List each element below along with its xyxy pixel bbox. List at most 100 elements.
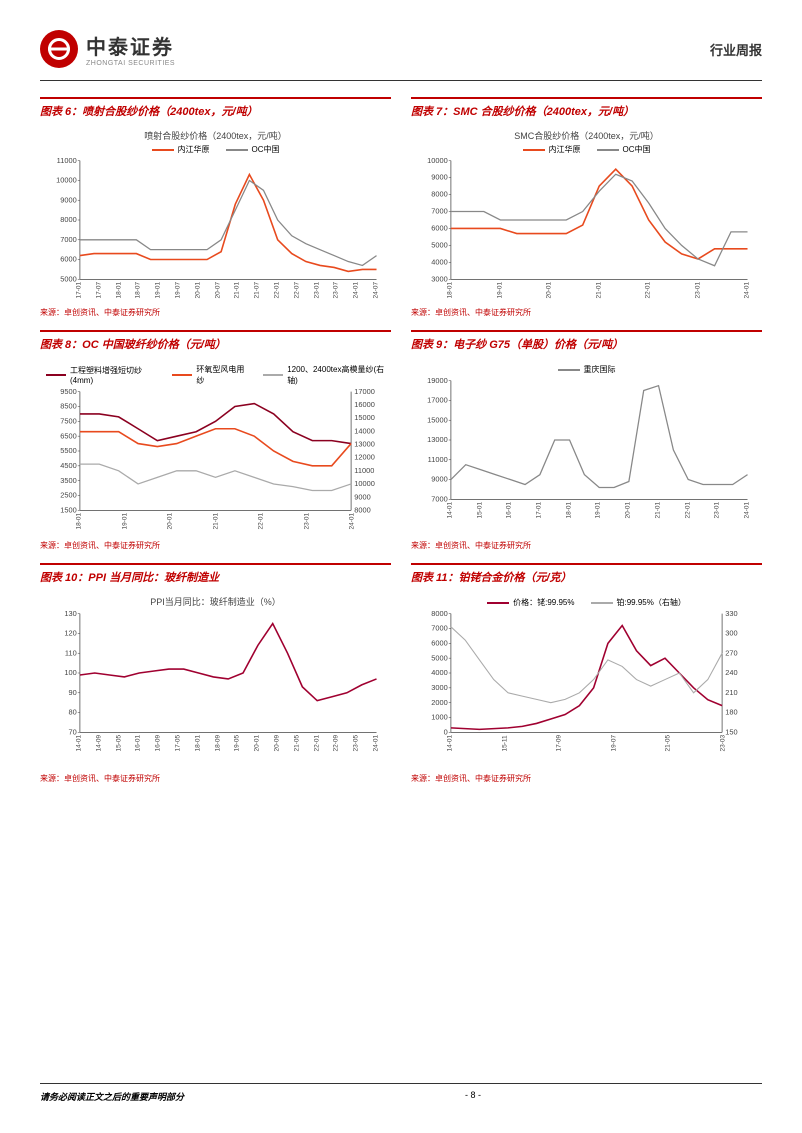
svg-text:17000: 17000 bbox=[354, 387, 375, 396]
svg-text:300: 300 bbox=[725, 629, 737, 638]
legend-label: OC中国 bbox=[623, 144, 651, 155]
x-tick-label: 16-01 bbox=[506, 509, 513, 519]
x-tick-label: 21-07 bbox=[254, 289, 261, 299]
svg-text:10000: 10000 bbox=[354, 479, 375, 488]
svg-text:12000: 12000 bbox=[354, 453, 375, 462]
legend-label: 价格：铑:99.95% bbox=[513, 597, 574, 608]
x-tick-label: 21-05 bbox=[665, 742, 672, 752]
x-tick-label: 22-01 bbox=[273, 289, 280, 299]
x-tick-label: 15-11 bbox=[501, 742, 508, 752]
svg-text:8000: 8000 bbox=[431, 190, 447, 199]
chart-title-bar: 图表 7：SMC 合股纱价格（2400tex，元/吨） bbox=[411, 97, 762, 123]
legend-line-icon bbox=[263, 374, 283, 376]
x-tick-label: 22-01 bbox=[684, 509, 691, 519]
x-axis-labels: 17-0117-0718-0118-0719-0119-0720-0120-07… bbox=[46, 290, 385, 297]
x-tick-label: 22-07 bbox=[293, 289, 300, 299]
x-tick-label: 18-01 bbox=[115, 289, 122, 299]
legend-line-icon bbox=[172, 374, 192, 376]
chart-title: 图表 7：SMC 合股纱价格（2400tex，元/吨） bbox=[411, 103, 634, 119]
x-tick-label: 17-09 bbox=[556, 742, 563, 752]
chart-svg: 708090100110120130 bbox=[46, 608, 385, 738]
x-tick-label: 20-09 bbox=[273, 742, 280, 752]
x-tick-label: 18-01 bbox=[76, 520, 83, 530]
legend-item: OC中国 bbox=[226, 144, 280, 155]
chart-title: 图表 11：铂铑合金价格（元/克） bbox=[411, 569, 572, 585]
svg-text:330: 330 bbox=[725, 609, 737, 618]
chart-title-bar: 图表 6：喷射合股纱价格（2400tex，元/吨） bbox=[40, 97, 391, 123]
x-axis-labels: 18-0119-0120-0121-0122-0123-0124-01 bbox=[46, 521, 385, 528]
svg-text:6000: 6000 bbox=[431, 224, 447, 233]
legend-line-icon bbox=[523, 149, 545, 151]
footer-disclaimer: 请务必阅读正文之后的重要声明部分 bbox=[40, 1090, 184, 1103]
svg-text:270: 270 bbox=[725, 648, 737, 657]
logo-text-en: ZHONGTAI SECURITIES bbox=[86, 60, 175, 67]
chart-box: 图表 8：OC 中国玻纤纱价格（元/吨）工程塑料增强短切纱(4mm)环氧型风电用… bbox=[40, 330, 391, 551]
svg-text:11000: 11000 bbox=[354, 466, 374, 475]
chart-title-bar: 图表 9：电子纱 G75（单股）价格（元/吨） bbox=[411, 330, 762, 356]
svg-text:11000: 11000 bbox=[428, 455, 448, 464]
svg-text:19000: 19000 bbox=[427, 376, 448, 385]
x-axis-labels: 14-0115-0116-0117-0118-0119-0120-0121-01… bbox=[417, 510, 756, 517]
x-tick-label: 20-01 bbox=[254, 742, 261, 752]
series-line bbox=[451, 627, 722, 703]
svg-text:8500: 8500 bbox=[60, 402, 76, 411]
svg-text:7000: 7000 bbox=[431, 494, 447, 503]
x-tick-label: 24-01 bbox=[353, 289, 360, 299]
legend-item: 内江华原 bbox=[152, 144, 210, 155]
x-tick-label: 19-07 bbox=[174, 289, 181, 299]
svg-text:8000: 8000 bbox=[431, 609, 447, 618]
svg-text:6000: 6000 bbox=[60, 255, 76, 264]
legend-item: 内江华原 bbox=[523, 144, 581, 155]
x-tick-label: 16-01 bbox=[135, 742, 142, 752]
x-tick-label: 18-01 bbox=[194, 742, 201, 752]
svg-text:7000: 7000 bbox=[60, 235, 76, 244]
legend-item: 1200、2400tex高模量纱(右轴) bbox=[263, 364, 385, 386]
x-tick-label: 16-09 bbox=[155, 742, 162, 752]
svg-text:5000: 5000 bbox=[431, 653, 447, 662]
x-tick-label: 21-01 bbox=[654, 509, 661, 519]
svg-text:2500: 2500 bbox=[60, 491, 76, 500]
legend-item: 重庆国际 bbox=[558, 364, 616, 375]
chart-box: 图表 6：喷射合股纱价格（2400tex，元/吨）喷射合股纱价格（2400tex… bbox=[40, 97, 391, 318]
x-tick-label: 19-05 bbox=[234, 742, 241, 752]
chart-svg: 0100020003000400050006000700080001501802… bbox=[417, 608, 756, 738]
svg-text:1000: 1000 bbox=[431, 713, 447, 722]
x-tick-label: 24-01 bbox=[349, 520, 356, 530]
x-tick-label: 19-01 bbox=[155, 289, 162, 299]
legend-label: 1200、2400tex高模量纱(右轴) bbox=[287, 364, 385, 386]
svg-text:5500: 5500 bbox=[60, 446, 76, 455]
series-line bbox=[80, 464, 351, 490]
svg-text:4000: 4000 bbox=[431, 668, 447, 677]
series-line bbox=[80, 404, 351, 444]
x-tick-label: 18-07 bbox=[135, 289, 142, 299]
chart-svg: 300040005000600070008000900010000 bbox=[417, 155, 756, 285]
x-tick-label: 14-01 bbox=[447, 509, 454, 519]
legend-item: 工程塑料增强短切纱(4mm) bbox=[46, 364, 156, 386]
chart-source: 来源：卓创资讯、中泰证券研究所 bbox=[40, 540, 391, 551]
chart-source: 来源：卓创资讯、中泰证券研究所 bbox=[40, 773, 391, 784]
x-tick-label: 17-07 bbox=[95, 289, 102, 299]
x-tick-label: 23-05 bbox=[353, 742, 360, 752]
header-divider bbox=[40, 80, 762, 81]
chart-area: SMC合股纱价格（2400tex，元/吨）内江华原OC中国30004000500… bbox=[411, 123, 762, 301]
chart-title: 图表 10：PPI 当月同比：玻纤制造业 bbox=[40, 569, 219, 585]
chart-box: 图表 9：电子纱 G75（单股）价格（元/吨）重庆国际7000900011000… bbox=[411, 330, 762, 551]
logo: 中泰证券 ZHONGTAI SECURITIES bbox=[40, 30, 175, 68]
svg-text:80: 80 bbox=[68, 708, 76, 717]
series-line bbox=[80, 429, 351, 466]
svg-text:11000: 11000 bbox=[57, 156, 77, 165]
x-tick-label: 22-09 bbox=[333, 742, 340, 752]
series-line bbox=[80, 624, 377, 701]
x-tick-label: 20-01 bbox=[625, 509, 632, 519]
series-line bbox=[80, 175, 377, 272]
series-line bbox=[451, 169, 748, 259]
svg-text:10000: 10000 bbox=[56, 176, 77, 185]
svg-text:8000: 8000 bbox=[60, 215, 76, 224]
legend-item: 铂:99.95%（右轴） bbox=[591, 597, 686, 608]
legend-line-icon bbox=[487, 602, 509, 604]
x-tick-label: 19-01 bbox=[595, 509, 602, 519]
x-tick-label: 20-07 bbox=[214, 289, 221, 299]
x-tick-label: 22-01 bbox=[645, 289, 652, 299]
svg-text:5000: 5000 bbox=[431, 241, 447, 250]
logo-text-cn: 中泰证券 bbox=[86, 31, 175, 60]
